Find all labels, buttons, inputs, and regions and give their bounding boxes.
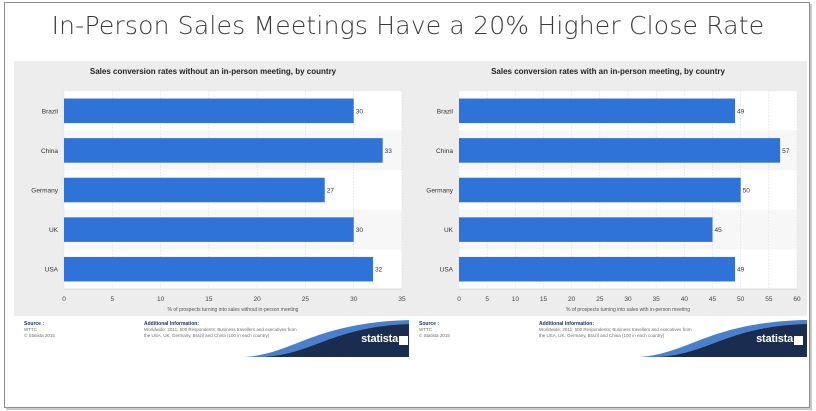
additional-info-text: Worldwide; 2011; 500 Respondents; Busine… (539, 327, 692, 338)
x-tick-label: 10 (157, 296, 165, 303)
chart-panel-without-meeting: Sales conversion rates without an in-per… (14, 61, 412, 357)
data-label: 30 (356, 108, 364, 115)
data-label: 32 (375, 267, 383, 274)
bar (459, 256, 736, 282)
category-label: USA (440, 267, 454, 274)
x-axis-label: % of prospects turning into sales withou… (168, 307, 299, 313)
statista-logo-icon (399, 336, 408, 345)
category-label: China (436, 148, 453, 155)
bar (459, 177, 741, 203)
category-label: UK (49, 227, 59, 234)
x-tick-label: 5 (485, 296, 489, 303)
data-label: 27 (327, 188, 335, 195)
x-tick-label: 30 (624, 296, 632, 303)
chart-title: Sales conversion rates without an in-per… (89, 67, 337, 76)
page-title: In-Person Sales Meetings Have a 20% High… (51, 11, 765, 40)
source-line: © Statista 2015 (24, 333, 55, 338)
bar (459, 217, 713, 242)
source-line: WTTC (24, 327, 37, 332)
x-tick-label: 0 (62, 296, 66, 303)
source-value: WTTC © Statista 2015 (24, 327, 55, 339)
category-label: USA (45, 267, 59, 274)
footer-wave (639, 320, 807, 357)
category-label: Brazil (437, 108, 454, 115)
additional-info-label: Additional Information: (539, 321, 594, 327)
category-label: China (41, 148, 58, 155)
x-tick-label: 55 (765, 296, 773, 303)
data-label: 49 (737, 108, 745, 115)
x-tick-label: 10 (512, 296, 520, 303)
x-tick-label: 20 (254, 296, 262, 303)
bar (64, 138, 383, 163)
statista-logo[interactable]: statista (361, 333, 398, 345)
x-tick-label: 5 (110, 296, 114, 303)
statista-logo[interactable]: statista (756, 333, 793, 345)
x-tick-label: 20 (568, 296, 576, 303)
x-tick-label: 60 (793, 296, 801, 303)
bar (459, 138, 781, 163)
source-line: © Statista 2015 (419, 333, 450, 338)
statista-logo-icon (794, 336, 803, 345)
x-tick-label: 35 (398, 296, 406, 303)
x-tick-label: 15 (205, 296, 213, 303)
x-tick-label: 40 (681, 296, 689, 303)
data-label: 57 (782, 148, 790, 155)
x-tick-label: 50 (737, 296, 745, 303)
bar (64, 177, 325, 203)
additional-info-text: Worldwide; 2011; 500 Respondents; Busine… (144, 327, 297, 338)
data-label: 33 (385, 148, 393, 155)
source-label: Source : (24, 321, 45, 327)
bar (64, 217, 354, 242)
data-label: 30 (356, 227, 364, 234)
x-tick-label: 30 (350, 296, 358, 303)
chart-plot: Brazil 49 China 57 Germany 50 UK 45 USA 49 0 5 10 15 2… (426, 91, 801, 313)
x-tick-label: 25 (302, 296, 310, 303)
data-label: 45 (715, 227, 723, 234)
x-tick-label: 35 (653, 296, 661, 303)
chart-panel-with-meeting: Sales conversion rates with an in-person… (409, 61, 807, 357)
data-label: 49 (737, 267, 745, 274)
x-tick-label: 45 (709, 296, 717, 303)
chart-footer: Source : WTTC © Statista 2015 Additional… (409, 316, 807, 357)
x-tick-label: 0 (457, 296, 461, 303)
footer-wave (244, 320, 412, 357)
bar (64, 98, 354, 124)
category-label: Brazil (42, 108, 59, 115)
x-tick-label: 15 (540, 296, 548, 303)
x-tick-label: 25 (596, 296, 604, 303)
bar (459, 98, 736, 124)
category-label: UK (444, 227, 454, 234)
category-label: Germany (426, 188, 453, 195)
chart-footer: Source : WTTC © Statista 2015 Additional… (14, 316, 412, 357)
source-line: WTTC (419, 327, 432, 332)
bar (64, 256, 374, 282)
slide-frame: In-Person Sales Meetings Have a 20% High… (4, 2, 810, 408)
chart-plot: Brazil 30 China 33 Germany 27 UK 30 USA 32 0 5 10 15 2… (31, 91, 406, 313)
data-label: 50 (743, 188, 751, 195)
source-label: Source : (419, 321, 440, 327)
chart-title: Sales conversion rates with an in-person… (491, 67, 725, 76)
source-value: WTTC © Statista 2015 (419, 327, 450, 339)
category-label: Germany (31, 188, 58, 195)
x-axis-label: % of prospects turning into sales with i… (566, 307, 690, 313)
additional-info-label: Additional Information: (144, 321, 199, 327)
